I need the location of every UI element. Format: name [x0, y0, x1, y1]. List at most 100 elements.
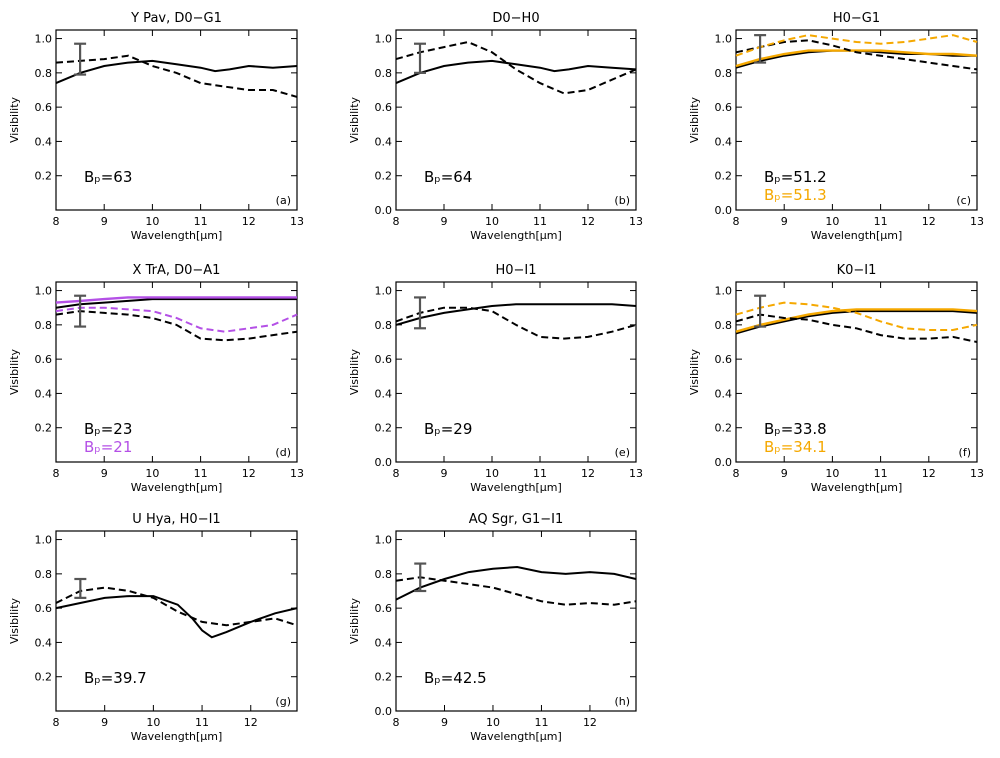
panel-label: (c) [956, 194, 971, 207]
y-tick-label: 0.4 [35, 387, 53, 400]
x-tick-label: 9 [101, 215, 108, 228]
x-tick-label: 10 [146, 716, 160, 729]
error-bar [414, 42, 426, 74]
panel-label: (a) [276, 194, 291, 207]
series-model-23 [55, 298, 297, 309]
x-axis-label: Wavelength[μm] [470, 229, 562, 242]
series-model-34-1 [735, 308, 978, 333]
y-tick-label: 0.4 [715, 135, 733, 148]
series-observed-23 [55, 310, 298, 342]
y-tick-label: 0.6 [35, 101, 53, 114]
plot-frame [395, 530, 637, 712]
y-tick-label: 1.0 [375, 33, 393, 46]
plot-frame [395, 29, 637, 211]
panel-d: X TrA, D0−A1 0.2 0.4 0.6 0.8 1.0 8 9 10 11 12 13 Wav… [8, 263, 304, 494]
plot-frame [735, 29, 978, 211]
x-tick-label: 8 [393, 467, 400, 480]
error-bar [74, 42, 87, 76]
x-tick-label: 13 [970, 467, 984, 480]
baseline-annotation: Bₚ=33.8 [764, 420, 827, 438]
error-bar [74, 577, 87, 599]
baseline-annotation: Bₚ=23 [84, 420, 132, 438]
x-tick-label: 8 [733, 215, 740, 228]
baseline-annotation: Bₚ=21 [84, 438, 132, 456]
y-tick-label: 0.0 [375, 705, 393, 718]
baseline-annotation: Bₚ=42.5 [424, 669, 487, 687]
panel-label: (b) [614, 194, 630, 207]
x-tick-label: 12 [581, 467, 595, 480]
x-tick-label: 11 [533, 215, 547, 228]
y-tick-label: 0.2 [35, 671, 53, 684]
panel-e: H0−I1 0.0 0.2 0.4 0.6 0.8 1.0 8 9 10 11 12 13 Wavelen… [348, 263, 643, 494]
x-tick-label: 12 [922, 467, 936, 480]
x-tick-label: 9 [441, 467, 448, 480]
y-tick-label: 1.0 [35, 534, 53, 547]
y-tick-label: 0.6 [375, 101, 393, 114]
y-axis-label: Visibility [8, 348, 21, 395]
x-tick-label: 8 [53, 716, 60, 729]
x-tick-label: 12 [581, 215, 595, 228]
panel-title: Y Pav, D0−G1 [130, 11, 222, 26]
panel-title: D0−H0 [492, 11, 539, 26]
series-model [55, 595, 298, 639]
panel-g: U Hya, H0−I1 0.2 0.4 0.6 0.8 1.0 8 9 10 11 12 Wavel… [8, 512, 298, 743]
y-tick-label: 0.6 [35, 353, 53, 366]
x-tick-label: 11 [874, 215, 888, 228]
y-tick-label: 0.6 [715, 353, 733, 366]
y-tick-label: 0.6 [715, 101, 733, 114]
x-tick-label: 8 [53, 467, 60, 480]
x-tick-label: 8 [53, 215, 60, 228]
baseline-annotation: Bₚ=51.3 [764, 186, 827, 204]
y-tick-label: 1.0 [375, 534, 393, 547]
x-tick-label: 10 [485, 467, 499, 480]
plot-frame [735, 281, 978, 463]
y-tick-label: 0.8 [715, 319, 733, 332]
series-model [395, 59, 637, 85]
series-model [55, 59, 298, 85]
x-tick-label: 8 [393, 716, 400, 729]
x-tick-label: 11 [195, 716, 209, 729]
error-bar [74, 294, 87, 328]
x-axis-label: Wavelength[μm] [470, 481, 562, 494]
x-tick-label: 12 [242, 215, 256, 228]
y-tick-label: 0.2 [715, 170, 733, 183]
y-tick-label: 0.4 [375, 135, 393, 148]
y-tick-label: 0.4 [715, 387, 733, 400]
series-observed [55, 54, 298, 98]
x-tick-label: 12 [922, 215, 936, 228]
y-axis-label: Visibility [688, 348, 701, 395]
x-tick-label: 10 [145, 215, 159, 228]
y-tick-label: 0.0 [715, 204, 733, 217]
x-tick-label: 13 [290, 467, 304, 480]
series-model [395, 565, 637, 601]
y-tick-label: 0.4 [375, 387, 393, 400]
y-axis-label: Visibility [348, 348, 361, 395]
x-tick-label: 9 [101, 467, 108, 480]
x-axis-label: Wavelength[μm] [131, 229, 223, 242]
series-observed [55, 586, 298, 627]
panel-title: X TrA, D0−A1 [133, 263, 221, 278]
x-tick-label: 13 [290, 215, 304, 228]
panel-b: D0−H0 0.0 0.2 0.4 0.6 0.8 1.0 8 9 10 11 12 13 Wavelen… [348, 11, 643, 242]
y-tick-label: 1.0 [375, 285, 393, 298]
panel-label: (d) [275, 446, 291, 459]
y-tick-label: 1.0 [715, 285, 733, 298]
y-tick-label: 0.4 [375, 636, 393, 649]
panel-title: H0−G1 [833, 11, 880, 26]
x-tick-label: 11 [534, 716, 548, 729]
panel-label: (e) [615, 446, 630, 459]
y-axis-label: Visibility [348, 597, 361, 644]
error-bar [754, 34, 767, 64]
x-tick-label: 11 [874, 467, 888, 480]
y-tick-label: 0.2 [375, 170, 393, 183]
series-observed-51-3 [735, 34, 978, 57]
baseline-annotation: Bₚ=51.2 [764, 168, 827, 186]
x-axis-label: Wavelength[μm] [131, 481, 223, 494]
x-tick-label: 9 [781, 467, 788, 480]
panel-label: (h) [614, 695, 630, 708]
y-tick-label: 0.6 [35, 602, 53, 615]
y-tick-label: 0.2 [375, 422, 393, 435]
x-tick-label: 10 [145, 467, 159, 480]
y-tick-label: 0.8 [35, 319, 53, 332]
x-tick-label: 13 [629, 215, 643, 228]
